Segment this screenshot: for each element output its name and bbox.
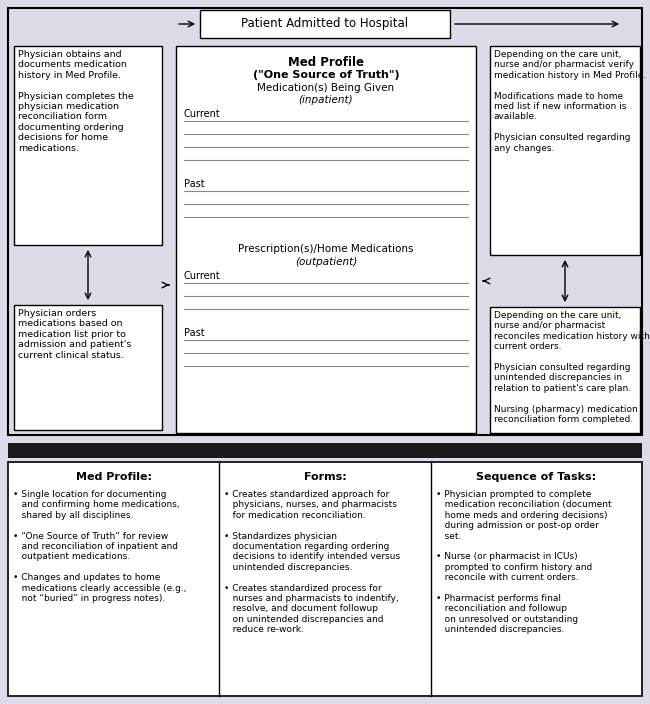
Text: (inpatient): (inpatient) (299, 95, 354, 105)
Bar (8, 443, 642, 458)
Text: Med Profile:: Med Profile: (75, 472, 151, 482)
Text: • Single location for documenting
   and confirming home medications,
   shared : • Single location for documenting and co… (13, 490, 187, 603)
Text: Physician obtains and
documents medication
history in Med Profile.

Physician co: Physician obtains and documents medicati… (18, 50, 134, 153)
Text: ("One Source of Truth"): ("One Source of Truth") (253, 70, 399, 80)
Text: Medication(s) Being Given: Medication(s) Being Given (257, 83, 395, 93)
Bar (200, 10, 450, 38)
Bar (8, 462, 642, 696)
Text: (outpatient): (outpatient) (295, 257, 357, 267)
Text: Depending on the care unit,
nurse and/or pharmacist verify
medication history in: Depending on the care unit, nurse and/or… (494, 50, 646, 153)
Bar (490, 46, 640, 255)
Bar (8, 8, 642, 435)
Text: Patient Admitted to Hospital: Patient Admitted to Hospital (241, 18, 409, 30)
Text: Sequence of Tasks:: Sequence of Tasks: (476, 472, 597, 482)
Text: Depending on the care unit,
nurse and/or pharmacist
reconciles medication histor: Depending on the care unit, nurse and/or… (494, 311, 650, 424)
Bar (176, 46, 476, 433)
Text: Current: Current (184, 271, 221, 281)
Text: Prescription(s)/Home Medications: Prescription(s)/Home Medications (239, 244, 414, 254)
Text: • Creates standardized approach for
   physicians, nurses, and pharmacists
   fo: • Creates standardized approach for phys… (224, 490, 400, 634)
Text: • Physician prompted to complete
   medication reconciliation (document
   home : • Physician prompted to complete medicat… (436, 490, 611, 634)
Bar (490, 307, 640, 433)
Bar (14, 46, 162, 245)
Text: Forms:: Forms: (304, 472, 346, 482)
Text: Med Profile: Med Profile (288, 56, 364, 69)
Text: Past: Past (184, 179, 205, 189)
Text: Current: Current (184, 109, 221, 119)
Text: Physician orders
medications based on
medication list prior to
admission and pat: Physician orders medications based on me… (18, 309, 131, 360)
Bar (14, 305, 162, 430)
Text: Past: Past (184, 328, 205, 338)
